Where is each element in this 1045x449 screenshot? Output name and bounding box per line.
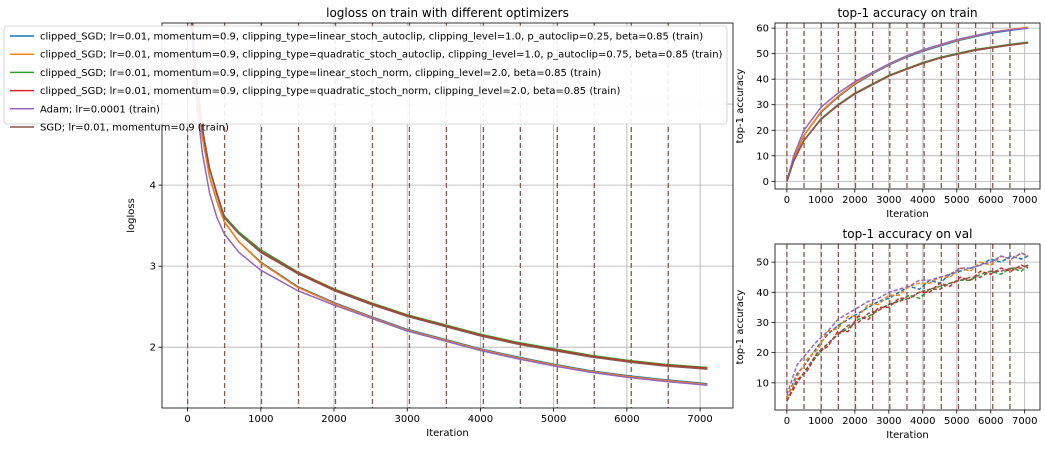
y-tick-label: 50 [756,258,769,269]
series-line [786,252,1029,396]
legend-item: clipped_SGD; lr=0.01, momentum=0.9, clip… [10,86,621,97]
epoch-markers [786,244,1011,410]
y-axis-label: top-1 accuracy [735,69,746,144]
ticks: 010002000300040005000600070002345 [150,100,713,425]
y-tick-label: 20 [756,348,769,359]
x-tick-label: 6000 [978,195,1003,206]
legend-label: clipped_SGD; lr=0.01, momentum=0.9, clip… [40,86,621,97]
x-tick-label: 4000 [468,414,493,425]
x-tick-label: 3000 [395,414,420,425]
x-tick-label: 6000 [614,414,639,425]
x-tick-label: 1000 [808,195,833,206]
legend-item: clipped_SGD; lr=0.01, momentum=0.9, clip… [10,50,723,61]
legend-label: SGD; lr=0.01, momentum=0.9 (train) [40,123,229,134]
y-tick-label: 50 [756,49,769,60]
ticks: 0 1000 2000 3000 4000 5000 6000 7000 0 10 20 30 40 50… [756,24,1037,206]
y-tick-label: 4 [150,181,156,192]
y-tick-label: 10 [756,151,769,162]
series-line [786,264,1029,402]
y-tick-label: 40 [756,75,769,86]
chart-title: logloss on train with different optimize… [326,6,569,20]
series-line [786,27,1029,182]
x-axis-label: Iteration [426,428,468,439]
legend-item: Adam; lr=0.0001 (train) [10,104,160,115]
axes-frame [161,22,734,409]
series-line [786,255,1029,399]
series-line [190,23,708,387]
y-axis-label: logloss [126,198,137,233]
x-tick-label: 7000 [1012,416,1037,427]
chart-title: top-1 accuracy on train [837,6,977,20]
y-tick-label: 30 [756,100,769,111]
x-tick-label: 5000 [944,195,969,206]
x-tick-label: 4000 [910,195,935,206]
x-tick-label: 2000 [842,416,867,427]
y-tick-label: 40 [756,288,769,299]
x-tick-label: 0 [784,416,790,427]
y-tick-label: 3 [150,262,156,273]
x-tick-label: 7000 [687,414,712,425]
x-tick-label: 5000 [541,414,566,425]
series-line [191,23,708,386]
legend-label: clipped_SGD; lr=0.01, momentum=0.9, clip… [40,68,601,79]
legend-item: clipped_SGD; lr=0.01, momentum=0.9, clip… [10,68,601,79]
x-tick-label: 3000 [876,195,901,206]
legend-label: Adam; lr=0.0001 (train) [40,104,160,115]
y-tick-label: 60 [756,24,769,35]
y-tick-label: 0 [763,177,769,188]
legend-label: clipped_SGD; lr=0.01, momentum=0.9, clip… [40,50,723,61]
series-line [786,264,1029,402]
chart-title: top-1 accuracy on val [843,227,973,241]
y-tick-label: 20 [756,126,769,137]
panel-accuracy-val: 0 1000 2000 3000 4000 5000 6000 7000 10 20 30 40 50 t… [735,227,1041,441]
series-group [786,26,1029,182]
x-tick-label: 0 [184,414,190,425]
x-tick-label: 4000 [910,416,935,427]
x-tick-label: 1000 [808,416,833,427]
series-line [786,42,1029,182]
series-line [191,23,708,370]
legend-label: clipped_SGD; lr=0.01, momentum=0.9, clip… [40,32,703,43]
axes-frame [774,22,1041,190]
x-tick-label: 1000 [248,414,273,425]
x-tick-label: 5000 [944,416,969,427]
y-axis-label: top-1 accuracy [735,290,746,365]
series-group [190,23,708,387]
x-tick-label: 7000 [1012,195,1037,206]
legend-box [3,25,728,125]
y-tick-label: 2 [150,343,156,354]
legend-item: SGD; lr=0.01, momentum=0.9 (train) [10,123,229,134]
x-tick-label: 0 [784,195,790,206]
panel-accuracy-train: 0 1000 2000 3000 4000 5000 6000 7000 0 10 20 30 40 50… [735,6,1041,220]
series-line [786,252,1029,399]
epoch-markers [786,23,1011,189]
y-tick-label: 30 [756,318,769,329]
x-tick-label: 3000 [876,416,901,427]
x-axis-label: Iteration [886,430,928,441]
series-group [786,252,1029,402]
x-tick-label: 2000 [321,414,346,425]
legend: clipped_SGD; lr=0.01, momentum=0.9, clip… [3,25,728,134]
x-axis-label: Iteration [886,209,928,220]
x-tick-label: 2000 [842,195,867,206]
legend-item: clipped_SGD; lr=0.01, momentum=0.9, clip… [10,32,703,43]
axes-frame [774,243,1041,411]
y-tick-label: 10 [756,378,769,389]
x-tick-label: 6000 [978,416,1003,427]
ticks: 0 1000 2000 3000 4000 5000 6000 7000 10 20 30 40 50 [756,258,1037,427]
